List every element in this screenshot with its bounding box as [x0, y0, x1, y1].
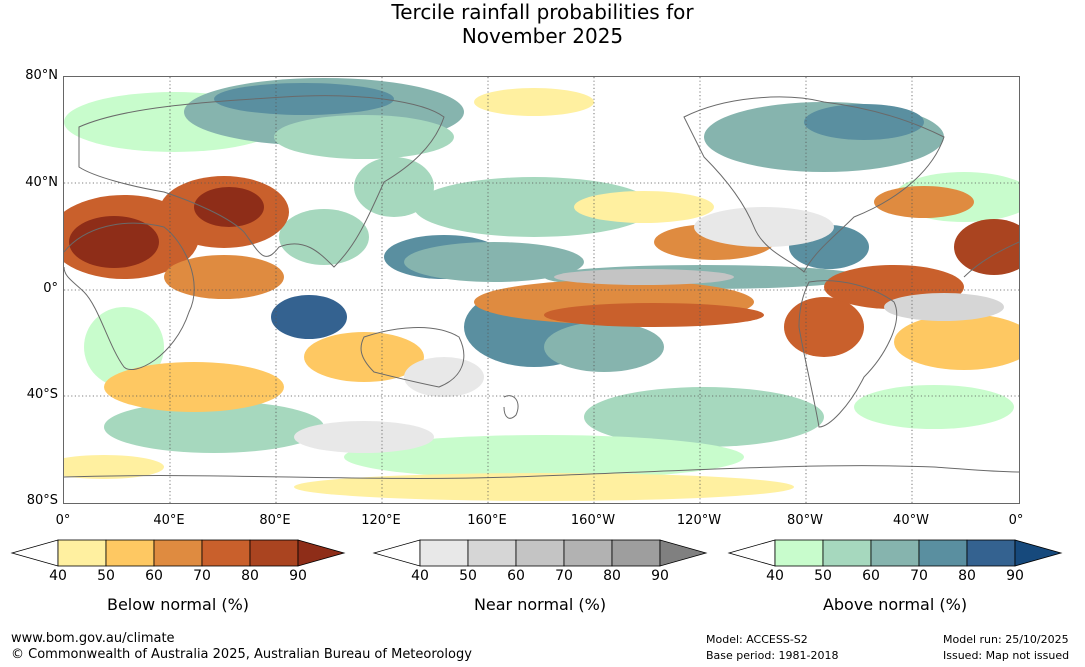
colorbar-box — [249, 539, 299, 567]
lon-label-160e: 160°E — [467, 513, 507, 528]
legend-below-tick-60: 60 — [145, 568, 163, 584]
colorbar-box — [822, 539, 872, 567]
footer-model-run: Model run: 25/10/2025 — [943, 633, 1069, 646]
colorbar-box — [774, 539, 824, 567]
colorbar-box — [966, 539, 1016, 567]
colorbar-right-arrow — [297, 539, 346, 567]
lon-label-160w: 160°W — [570, 513, 616, 528]
legend-below-tick-90: 90 — [289, 568, 307, 584]
lon-label-120w: 120°W — [676, 513, 722, 528]
title-line-1: Tercile rainfall probabilities for — [391, 0, 694, 24]
legend-above-normal: 40 50 60 70 80 90 Above normal (%) — [727, 538, 1067, 614]
legend-below-tick-50: 50 — [97, 568, 115, 584]
lon-label-40w: 40°W — [893, 513, 929, 528]
footer-copyright: © Commonwealth of Australia 2025, Austra… — [11, 647, 472, 662]
colorbar-box — [563, 539, 613, 567]
legend-above-tick-80: 80 — [958, 568, 976, 584]
legend-near-tick-80: 80 — [603, 568, 621, 584]
lat-label-40n: 40°N — [25, 175, 58, 190]
legend-above-tick-70: 70 — [910, 568, 928, 584]
colorbar-box — [515, 539, 565, 567]
lat-label-40s: 40°S — [26, 387, 58, 402]
legend-below-tick-80: 80 — [241, 568, 259, 584]
legend-below-tick-40: 40 — [49, 568, 67, 584]
colorbar-right-arrow — [659, 539, 708, 567]
colorbar-box — [105, 539, 155, 567]
lon-label-40e: 40°E — [153, 513, 185, 528]
legend-near-tick-50: 50 — [459, 568, 477, 584]
legend-above-tick-90: 90 — [1006, 568, 1024, 584]
colorbar-above-normal — [727, 539, 1063, 567]
legend-near-normal: 40 50 60 70 80 90 Near normal (%) — [372, 538, 712, 614]
colorbar-left-arrow — [727, 539, 776, 567]
legend-near-tick-60: 60 — [507, 568, 525, 584]
lon-label-80e: 80°E — [259, 513, 291, 528]
legend-above-tick-40: 40 — [766, 568, 784, 584]
legend-near-tick-90: 90 — [651, 568, 669, 584]
legend-near-tick-70: 70 — [555, 568, 573, 584]
colorbar-box — [57, 539, 107, 567]
colorbar-box — [153, 539, 203, 567]
legend-below-normal: 40 50 60 70 80 90 Below normal (%) — [10, 538, 350, 614]
coastlines — [64, 95, 1019, 479]
colorbar-box — [870, 539, 920, 567]
colorbar-right-arrow — [1014, 539, 1063, 567]
lat-label-80n: 80°N — [25, 68, 58, 83]
rainfall-probability-map — [63, 76, 1020, 504]
colorbar-left-arrow — [10, 539, 59, 567]
graticule — [64, 77, 1019, 503]
lon-label-80w: 80°W — [787, 513, 823, 528]
lon-label-0-start: 0° — [55, 513, 71, 528]
legend-near-title: Near normal (%) — [473, 595, 607, 614]
colorbar-box — [467, 539, 517, 567]
lat-label-80s: 80°S — [26, 493, 58, 508]
colorbar-near-normal — [372, 539, 708, 567]
legend-above-tick-60: 60 — [862, 568, 880, 584]
lon-label-0-end: 0° — [1008, 513, 1024, 528]
colorbar-box — [419, 539, 469, 567]
title-line-2: November 2025 — [461, 24, 624, 48]
footer-url: www.bom.gov.au/climate — [11, 631, 175, 646]
map-title: Tercile rainfall probabilities for Novem… — [0, 0, 1085, 48]
legend-below-title: Below normal (%) — [106, 595, 250, 614]
footer-model: Model: ACCESS-S2 — [706, 633, 808, 646]
lat-label-0: 0° — [43, 281, 58, 296]
colorbar-box — [201, 539, 251, 567]
footer-issued: Issued: Map not issued — [943, 649, 1070, 662]
legend-above-title: Above normal (%) — [822, 595, 968, 614]
legend-above-tick-50: 50 — [814, 568, 832, 584]
colorbar-left-arrow — [372, 539, 421, 567]
footer-base-period: Base period: 1981-2018 — [706, 649, 839, 662]
colorbar-box — [918, 539, 968, 567]
colorbar-below-normal — [10, 539, 346, 567]
legend-near-tick-40: 40 — [411, 568, 429, 584]
legend-below-tick-70: 70 — [193, 568, 211, 584]
colorbar-box — [611, 539, 661, 567]
below-normal-regions — [64, 88, 1019, 501]
lon-label-120e: 120°E — [361, 513, 401, 528]
map-canvas — [64, 77, 1019, 503]
near-normal-regions — [294, 207, 1004, 453]
